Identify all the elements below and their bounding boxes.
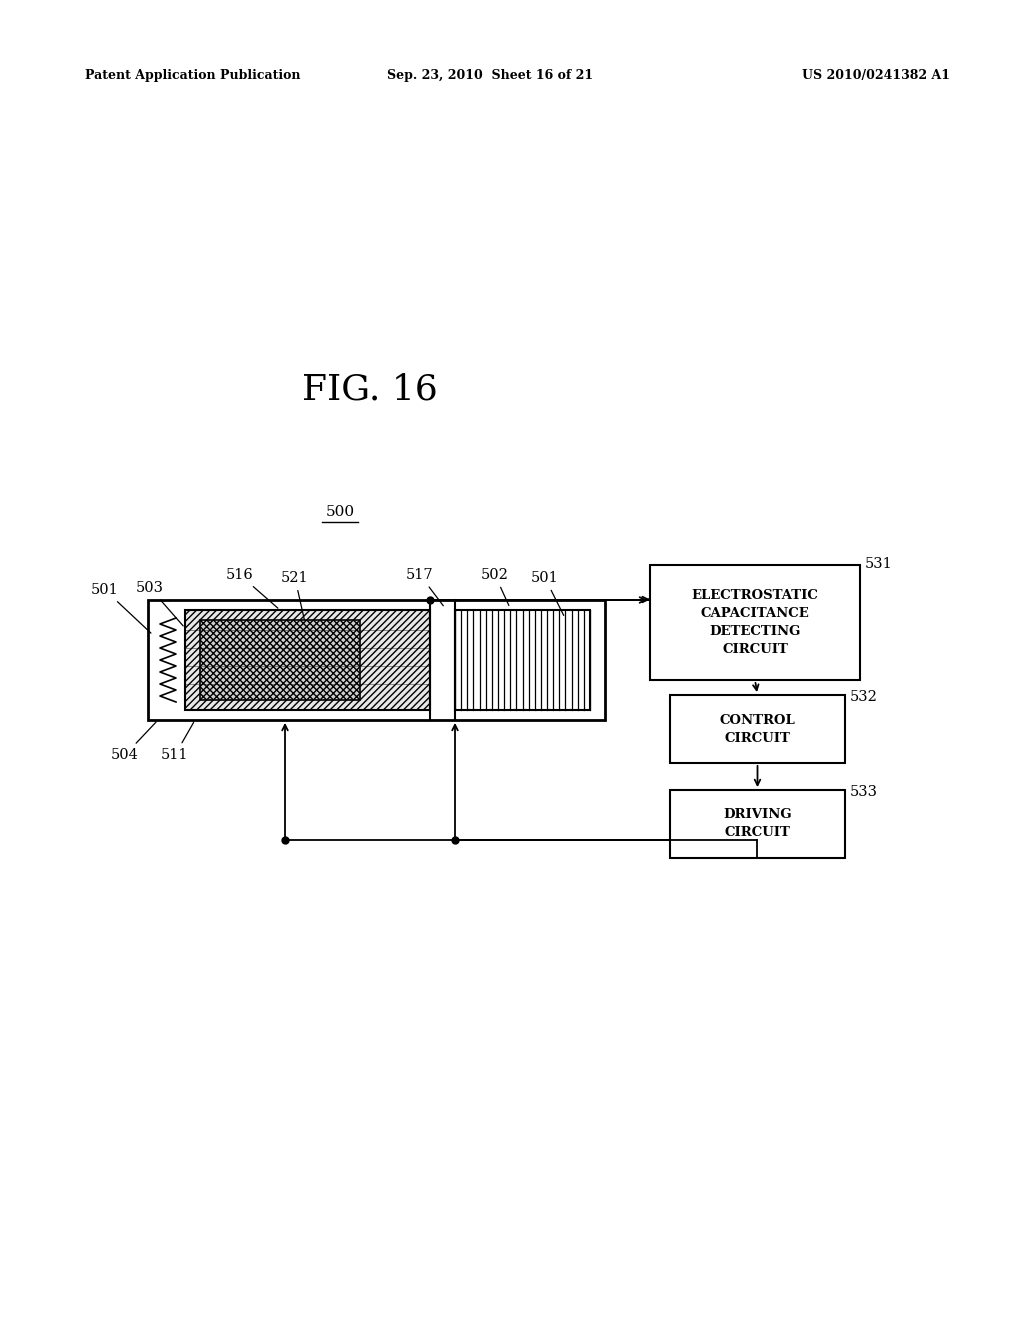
Text: 517: 517: [407, 568, 443, 606]
Bar: [148, 601, 605, 719]
Bar: [670, 696, 845, 763]
Text: FIG. 16: FIG. 16: [302, 374, 438, 407]
Bar: [670, 789, 845, 858]
Bar: [650, 565, 860, 680]
Bar: [200, 620, 360, 700]
Text: 504: 504: [111, 722, 156, 762]
Text: 531: 531: [865, 557, 893, 572]
Text: 500: 500: [326, 506, 354, 519]
Text: ELECTROSTATIC
CAPACITANCE
DETECTING
CIRCUIT: ELECTROSTATIC CAPACITANCE DETECTING CIRC…: [691, 589, 818, 656]
Text: 511: 511: [161, 722, 194, 762]
Text: 533: 533: [850, 785, 878, 799]
Text: 521: 521: [282, 572, 309, 643]
Text: CONTROL
CIRCUIT: CONTROL CIRCUIT: [720, 714, 796, 744]
Text: 532: 532: [850, 690, 878, 704]
Text: 503: 503: [136, 581, 183, 626]
Text: Patent Application Publication: Patent Application Publication: [85, 69, 300, 82]
Text: 501: 501: [531, 572, 564, 615]
Text: 501: 501: [91, 583, 151, 634]
Bar: [185, 610, 430, 710]
Text: DRIVING
CIRCUIT: DRIVING CIRCUIT: [723, 808, 792, 840]
Text: Sep. 23, 2010  Sheet 16 of 21: Sep. 23, 2010 Sheet 16 of 21: [387, 69, 593, 82]
Text: 516: 516: [226, 568, 278, 609]
Text: US 2010/0241382 A1: US 2010/0241382 A1: [802, 69, 950, 82]
Bar: [455, 610, 590, 710]
Text: 502: 502: [481, 568, 509, 606]
